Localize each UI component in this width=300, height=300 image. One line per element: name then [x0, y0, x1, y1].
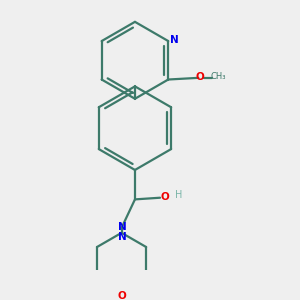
Text: O: O: [196, 72, 204, 82]
Text: CH₃: CH₃: [211, 72, 226, 81]
Text: O: O: [161, 192, 170, 202]
Text: H: H: [175, 190, 182, 200]
Text: N: N: [118, 222, 126, 232]
Text: N: N: [118, 232, 126, 242]
Text: N: N: [170, 35, 178, 45]
Text: O: O: [118, 291, 126, 300]
